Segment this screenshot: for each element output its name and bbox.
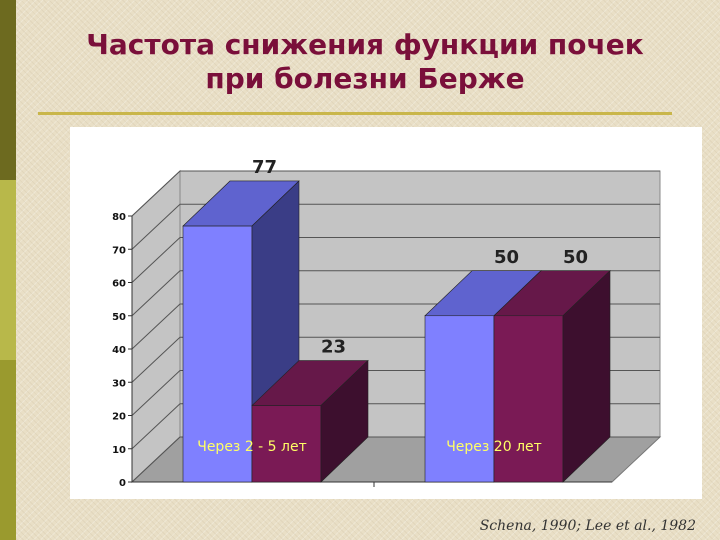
- gridline: [131, 237, 660, 283]
- data-label: 50: [494, 247, 519, 268]
- slide-title-line-2: при болезни Берже: [205, 62, 525, 95]
- data-label: 77: [252, 157, 277, 178]
- bar-front: [182, 225, 253, 483]
- bar-front: [251, 405, 322, 483]
- chart-panel: 0 10 20 30 40 50 60 70 80 77 23 Через 2 - 5 лет 50 50…: [70, 127, 702, 499]
- bar-chart: 0 10 20 30 40 50 60 70 80 77 23 Через 2 - 5 лет 50 50…: [112, 157, 662, 489]
- slide-title-line-1: Частота снижения функции почек: [86, 28, 644, 61]
- data-label: 50: [563, 247, 588, 268]
- y-tick-label: 50: [112, 312, 126, 323]
- bar-side: [320, 359, 369, 483]
- y-tick-label: 40: [112, 345, 126, 356]
- bar-front: [424, 315, 495, 483]
- title-underline: [38, 112, 672, 115]
- gridline: [131, 203, 660, 250]
- decorative-side-bar-top: [0, 0, 16, 180]
- data-label: 23: [321, 337, 346, 358]
- bar-front: [493, 315, 564, 483]
- bar-side: [562, 270, 611, 483]
- gridline: [131, 170, 660, 217]
- y-tick-label: 30: [112, 378, 126, 389]
- category-label: Через 20 лет: [446, 439, 542, 455]
- source-citation: Schena, 1990; Lee et al., 1982: [479, 518, 696, 534]
- y-tick-label: 60: [112, 279, 126, 290]
- y-tick-label: 80: [112, 212, 126, 223]
- decorative-side-bar-bottom: [0, 360, 16, 540]
- y-tick-label: 20: [112, 412, 126, 423]
- y-tick-label: 0: [119, 478, 126, 489]
- slide-title: Частота снижения функции почек при болез…: [40, 28, 690, 96]
- y-tick-label: 70: [112, 245, 126, 256]
- y-tick-label: 10: [112, 445, 126, 456]
- decorative-side-bar-middle: [0, 180, 16, 360]
- category-label: Через 2 - 5 лет: [197, 439, 307, 455]
